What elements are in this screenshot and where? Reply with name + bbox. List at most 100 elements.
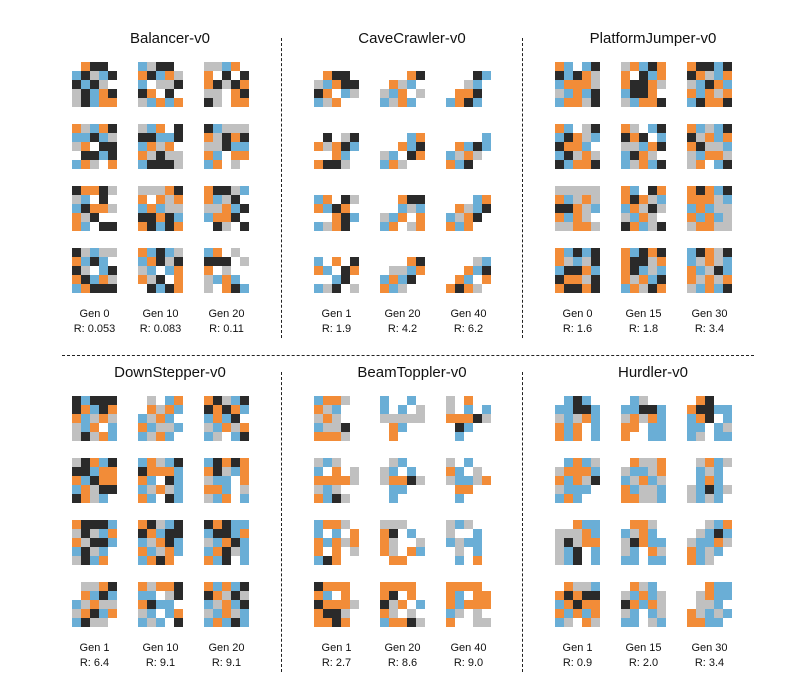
voxel-rigid: [416, 195, 425, 204]
voxel-soft: [341, 432, 350, 441]
voxel-rigid: [174, 257, 183, 266]
voxel-horizontal-actuator: [332, 222, 341, 231]
voxel-soft: [657, 600, 666, 609]
voxel-soft: [696, 600, 705, 609]
voxel-soft: [621, 591, 630, 600]
horizontal-divider: [62, 355, 754, 356]
voxel-rigid: [723, 62, 732, 71]
voxel-vertical-actuator: [389, 151, 398, 160]
voxel-horizontal-actuator: [657, 71, 666, 80]
voxel-rigid: [72, 80, 81, 89]
voxel-horizontal-actuator: [156, 195, 165, 204]
voxel-vertical-actuator: [314, 556, 323, 565]
voxel-vertical-actuator: [389, 494, 398, 503]
voxel-horizontal-actuator: [174, 284, 183, 293]
voxel-vertical-actuator: [630, 609, 639, 618]
voxel-horizontal-actuator: [657, 284, 666, 293]
voxel-horizontal-actuator: [696, 396, 705, 405]
voxel-rigid: [473, 89, 482, 98]
voxel-horizontal-actuator: [156, 485, 165, 494]
voxel-soft: [705, 142, 714, 151]
voxel-vertical-actuator: [231, 600, 240, 609]
voxel-vertical-actuator: [90, 556, 99, 565]
voxel-soft: [108, 414, 117, 423]
voxel-horizontal-actuator: [332, 476, 341, 485]
voxel-rigid: [147, 213, 156, 222]
voxel-soft: [147, 485, 156, 494]
voxel-soft: [416, 89, 425, 98]
voxel-horizontal-actuator: [555, 62, 564, 71]
voxel-soft: [573, 529, 582, 538]
generation-label: Gen 40: [450, 308, 487, 320]
voxel-rigid: [482, 266, 491, 275]
voxel-vertical-actuator: [398, 405, 407, 414]
voxel-soft: [705, 71, 714, 80]
voxel-soft: [99, 600, 108, 609]
reward-label: R: 2.7: [321, 657, 352, 669]
voxel-vertical-actuator: [473, 80, 482, 89]
voxel-vertical-actuator: [222, 485, 231, 494]
voxel-horizontal-actuator: [687, 547, 696, 556]
voxel-horizontal-actuator: [204, 582, 213, 591]
voxel-soft: [464, 204, 473, 213]
voxel-rigid: [564, 133, 573, 142]
voxel-vertical-actuator: [240, 609, 249, 618]
voxel-horizontal-actuator: [389, 476, 398, 485]
voxel-rigid: [591, 275, 600, 284]
voxel-vertical-actuator: [687, 248, 696, 257]
voxel-soft: [473, 618, 482, 627]
voxel-horizontal-actuator: [573, 80, 582, 89]
voxel-soft: [231, 547, 240, 556]
voxel-soft: [696, 133, 705, 142]
voxel-vertical-actuator: [714, 124, 723, 133]
generation-label: Gen 1: [562, 642, 593, 654]
voxel-vertical-actuator: [446, 538, 455, 547]
voxel-rigid: [213, 396, 222, 405]
voxel-horizontal-actuator: [156, 414, 165, 423]
voxel-soft: [323, 222, 332, 231]
voxel-vertical-actuator: [648, 582, 657, 591]
voxel-vertical-actuator: [657, 133, 666, 142]
voxel-horizontal-actuator: [81, 62, 90, 71]
voxel-horizontal-actuator: [323, 476, 332, 485]
voxel-horizontal-actuator: [446, 284, 455, 293]
voxel-horizontal-actuator: [582, 538, 591, 547]
voxel-vertical-actuator: [90, 124, 99, 133]
voxel-horizontal-actuator: [416, 266, 425, 275]
voxel-horizontal-actuator: [630, 520, 639, 529]
voxel-rigid: [564, 204, 573, 213]
voxel-soft: [630, 275, 639, 284]
voxel-soft: [231, 160, 240, 169]
voxel-horizontal-actuator: [573, 609, 582, 618]
voxel-vertical-actuator: [555, 618, 564, 627]
voxel-horizontal-actuator: [705, 89, 714, 98]
voxel-horizontal-actuator: [705, 98, 714, 107]
generation-label: Gen 20: [384, 308, 421, 320]
robot-gen-1-sample-4: [555, 582, 600, 627]
voxel-soft: [174, 248, 183, 257]
voxel-rigid: [332, 160, 341, 169]
voxel-vertical-actuator: [380, 396, 389, 405]
voxel-horizontal-actuator: [687, 89, 696, 98]
voxel-vertical-actuator: [621, 618, 630, 627]
voxel-horizontal-actuator: [213, 618, 222, 627]
voxel-vertical-actuator: [240, 547, 249, 556]
voxel-vertical-actuator: [591, 423, 600, 432]
voxel-rigid: [156, 62, 165, 71]
voxel-vertical-actuator: [582, 520, 591, 529]
robot-gen-40-sample-4: [446, 248, 491, 293]
voxel-horizontal-actuator: [705, 257, 714, 266]
voxel-vertical-actuator: [90, 467, 99, 476]
voxel-vertical-actuator: [204, 414, 213, 423]
voxel-horizontal-actuator: [573, 432, 582, 441]
voxel-horizontal-actuator: [714, 538, 723, 547]
voxel-rigid: [204, 124, 213, 133]
voxel-vertical-actuator: [389, 467, 398, 476]
robot-gen-1-sample-2: [72, 458, 117, 503]
voxel-soft: [591, 195, 600, 204]
voxel-soft: [464, 520, 473, 529]
voxel-vertical-actuator: [174, 213, 183, 222]
voxel-rigid: [723, 124, 732, 133]
voxel-vertical-actuator: [723, 432, 732, 441]
voxel-soft: [314, 80, 323, 89]
